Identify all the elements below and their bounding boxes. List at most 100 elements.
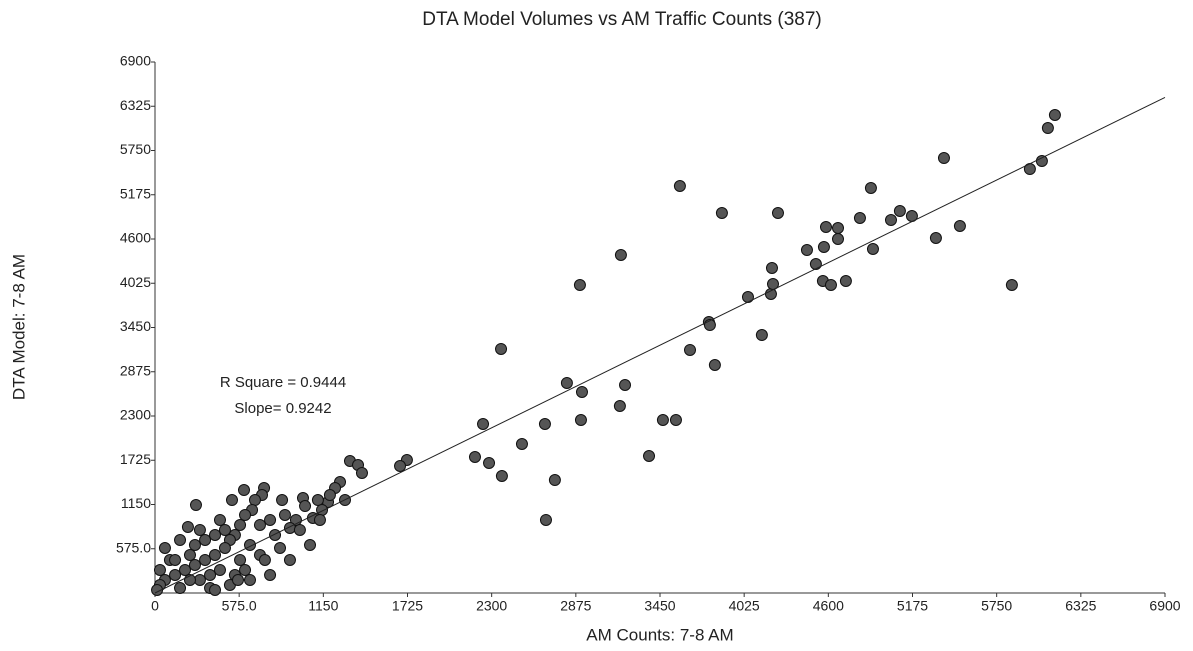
y-tick-label: 3450 — [120, 318, 151, 334]
point — [193, 523, 206, 536]
point — [831, 221, 844, 234]
point — [218, 523, 231, 536]
point — [243, 573, 256, 586]
point — [708, 358, 721, 371]
point — [237, 484, 250, 497]
point — [574, 414, 587, 427]
y-tick-label: 5750 — [120, 141, 151, 157]
point — [755, 329, 768, 342]
annotation: R Square = 0.9444 — [220, 374, 346, 391]
point — [193, 573, 206, 586]
point — [539, 513, 552, 526]
point — [866, 243, 879, 256]
point — [169, 568, 182, 581]
point — [483, 457, 496, 470]
y-tick-label: 5175 — [120, 185, 151, 201]
point — [174, 581, 187, 594]
point — [495, 470, 508, 483]
point — [248, 494, 261, 507]
point — [715, 206, 728, 219]
point — [209, 548, 222, 561]
x-axis-label: AM Counts: 7-8 AM — [586, 625, 733, 644]
point — [656, 414, 669, 427]
point — [853, 211, 866, 224]
point — [174, 533, 187, 546]
point — [548, 474, 561, 487]
point — [643, 450, 656, 463]
point — [809, 258, 822, 271]
point — [824, 279, 837, 292]
point — [169, 553, 182, 566]
point — [614, 249, 627, 262]
point — [355, 467, 368, 480]
point — [158, 541, 171, 554]
x-tick-label: 6900 — [1149, 598, 1180, 614]
y-tick-label: 6900 — [120, 53, 151, 69]
point — [183, 548, 196, 561]
x-tick-label: 1725 — [392, 598, 423, 614]
y-tick-label: 6325 — [120, 97, 151, 113]
point — [819, 220, 832, 233]
point — [234, 518, 247, 531]
x-tick-label: 6325 — [1065, 598, 1096, 614]
point — [209, 583, 222, 596]
point — [313, 513, 326, 526]
point — [673, 179, 686, 192]
point — [817, 241, 830, 254]
point — [1041, 122, 1054, 135]
point — [209, 528, 222, 541]
point — [575, 385, 588, 398]
point — [953, 219, 966, 232]
point — [264, 568, 277, 581]
point — [225, 494, 238, 507]
point — [234, 553, 247, 566]
point — [468, 451, 481, 464]
point — [316, 503, 329, 516]
point — [239, 563, 252, 576]
point — [560, 376, 573, 389]
point — [188, 538, 201, 551]
point — [274, 541, 287, 554]
point — [199, 553, 212, 566]
point — [311, 494, 324, 507]
point — [477, 418, 490, 431]
point — [278, 508, 291, 521]
point — [1048, 109, 1061, 122]
annotation: Slope= 0.9242 — [234, 400, 331, 417]
point — [1035, 155, 1048, 168]
point — [800, 244, 813, 257]
x-tick-label: 2300 — [476, 598, 507, 614]
point — [394, 460, 407, 473]
point — [893, 204, 906, 217]
point — [299, 500, 312, 513]
x-tick-label: 4025 — [729, 598, 760, 614]
point — [929, 231, 942, 244]
point — [495, 342, 508, 355]
point — [937, 152, 950, 165]
x-tick-label: 4600 — [813, 598, 844, 614]
x-tick-label: 1150 — [308, 598, 338, 614]
y-tick-label: 4025 — [120, 274, 151, 290]
y-axis-label: DTA Model: 7-8 AM — [9, 254, 28, 400]
point — [199, 533, 212, 546]
point — [253, 518, 266, 531]
point — [213, 513, 226, 526]
point — [188, 558, 201, 571]
point — [239, 508, 252, 521]
point — [269, 528, 282, 541]
point — [538, 418, 551, 431]
y-tick-label: 2300 — [120, 407, 151, 423]
point — [884, 213, 897, 226]
point — [669, 414, 682, 427]
point — [151, 583, 164, 596]
point — [764, 288, 777, 301]
point — [283, 521, 296, 534]
point — [179, 563, 192, 576]
point — [218, 541, 231, 554]
point — [619, 378, 632, 391]
y-tick-label: 1725 — [120, 451, 151, 467]
y-tick-label: 4600 — [120, 230, 151, 246]
x-tick-label: 0 — [151, 598, 159, 614]
